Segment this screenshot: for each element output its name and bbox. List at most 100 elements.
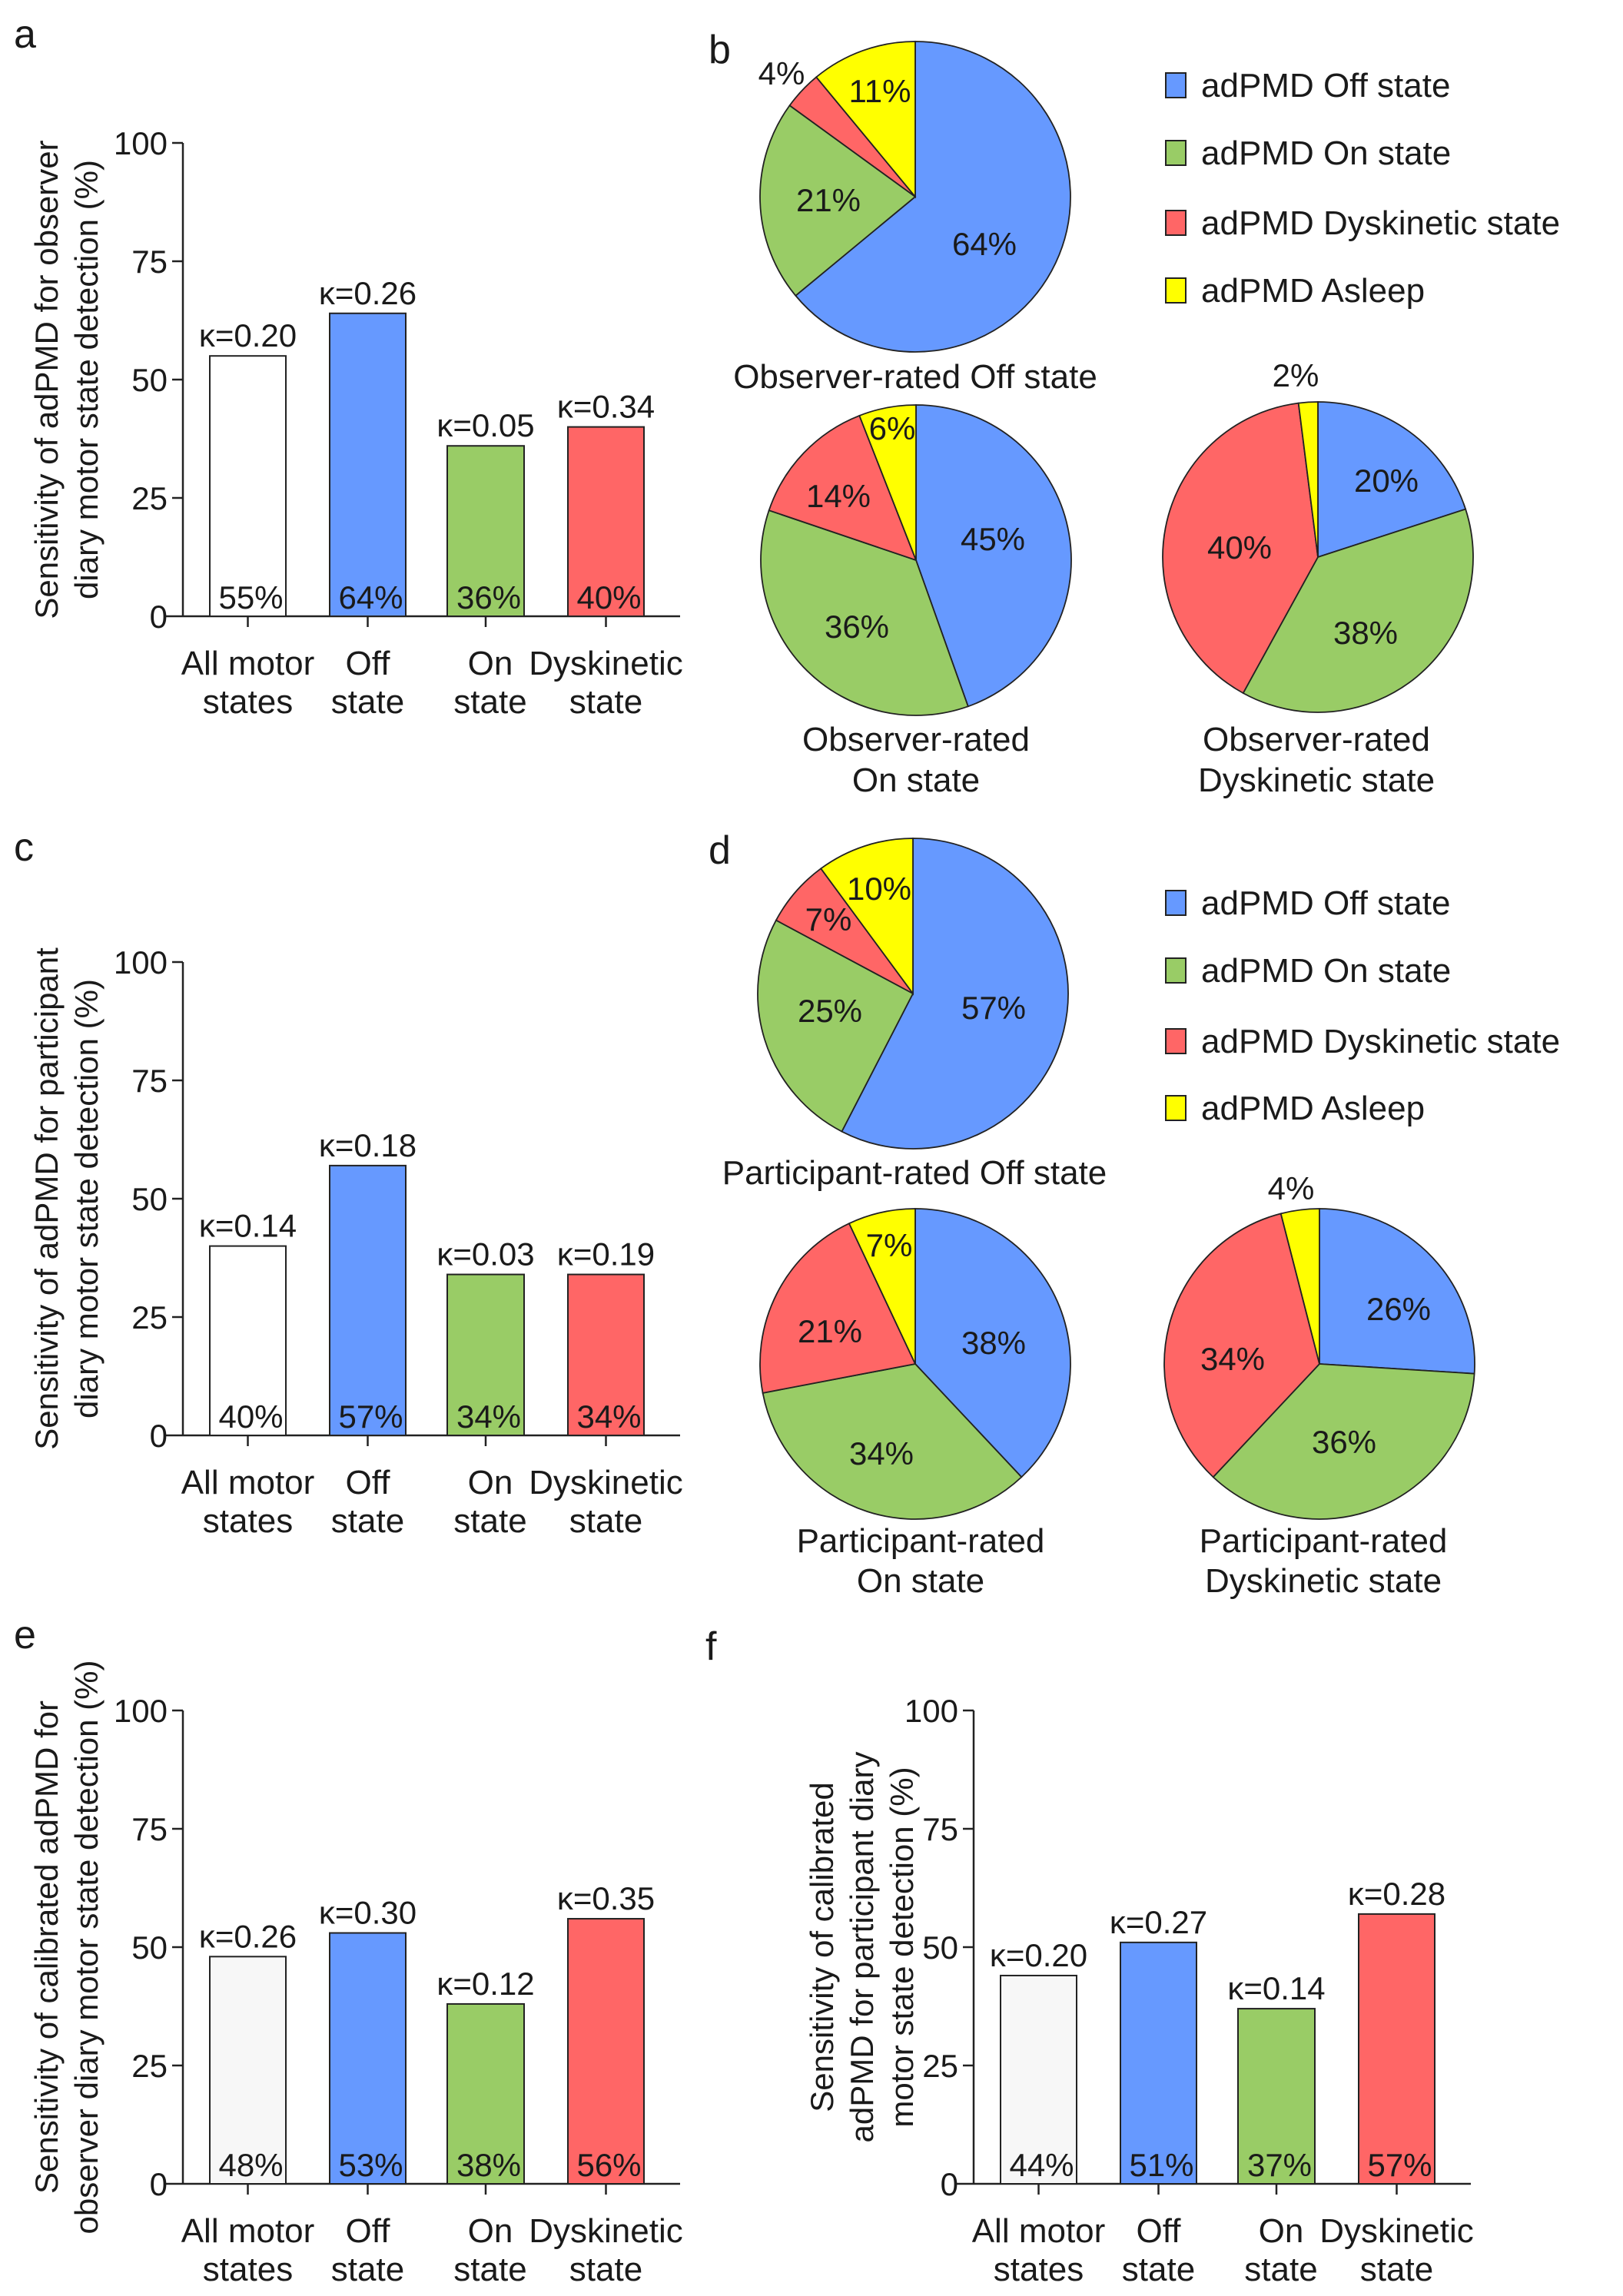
category-label: state [331, 1502, 404, 1540]
y-tick-label: 25 [131, 2048, 168, 2084]
slice-label: 14% [806, 478, 871, 514]
y-tick-label: 75 [131, 1811, 168, 1847]
kappa-label: κ=0.35 [557, 1880, 655, 1916]
slice-label: 64% [952, 226, 1017, 262]
legend-label: adPMD On state [1201, 134, 1451, 172]
value-label: 34% [576, 1399, 641, 1435]
value-label: 34% [456, 1399, 521, 1435]
value-label: 55% [218, 579, 283, 615]
y-tick-label: 0 [941, 2166, 958, 2202]
pie-slice-on [1242, 508, 1474, 713]
category-label: states [203, 683, 293, 721]
pie-title: Participant-rated Off state [722, 1154, 1107, 1192]
bar-3 [1358, 1913, 1435, 2185]
category-label: state [331, 2251, 404, 2288]
slice-label: 34% [849, 1435, 914, 1471]
category-label: All motor [181, 645, 315, 682]
kappa-label: κ=0.34 [557, 389, 655, 425]
kappa-label: κ=0.26 [319, 275, 417, 311]
kappa-label: κ=0.14 [1227, 1970, 1325, 2006]
category-label: On [468, 1464, 513, 1501]
kappa-label: κ=0.03 [436, 1236, 534, 1272]
panel-label-d: d [709, 828, 731, 873]
slice-label: 7% [866, 1227, 913, 1263]
category-label: Off [1137, 2212, 1182, 2250]
slice-label: 57% [961, 990, 1026, 1026]
kappa-label: κ=0.20 [199, 317, 297, 353]
kappa-label: κ=0.14 [199, 1208, 297, 1244]
y-tick-label: 50 [922, 1929, 958, 1966]
pie-slice-asleep [819, 838, 914, 996]
pie-slice-off [914, 1208, 1071, 1478]
legend-swatch [1165, 277, 1187, 304]
bar-2 [446, 2002, 525, 2185]
value-label: 51% [1129, 2147, 1193, 2183]
kappa-label: κ=0.12 [436, 1966, 534, 2002]
bar-1 [329, 1932, 407, 2185]
y-tick-label: 50 [131, 1181, 168, 1217]
kappa-label: κ=0.30 [319, 1895, 417, 1931]
value-label: 48% [218, 2147, 283, 2183]
legend-label: adPMD Dyskinetic state [1201, 1023, 1560, 1060]
legend-label: adPMD Off state [1201, 67, 1450, 105]
category-label: All motor [972, 2212, 1106, 2250]
slice-label: 2% [1273, 357, 1319, 393]
kappa-label: κ=0.19 [557, 1236, 655, 1272]
bar-0 [209, 1956, 287, 2185]
panel-label-b: b [709, 28, 731, 72]
bar-2 [1237, 2008, 1316, 2185]
pie-title: Observer-rated Off state [733, 358, 1097, 396]
value-label: 40% [218, 1399, 283, 1435]
pie-slice-on [759, 105, 917, 297]
bar-0 [1000, 1974, 1077, 2185]
pie-title: Participant-rated [797, 1522, 1045, 1560]
category-label: On [468, 645, 513, 682]
category-label: state [331, 683, 404, 721]
category-label: On [1259, 2212, 1304, 2250]
y-tick-label: 25 [131, 480, 168, 516]
pie-slice-asleep [1297, 401, 1319, 558]
slice-label: 36% [825, 609, 889, 645]
slice-label: 21% [796, 182, 861, 218]
pie-slice-dyskinetic [768, 414, 918, 562]
pie-title: On state [852, 761, 980, 799]
legend-label: adPMD Asleep [1201, 272, 1425, 310]
pie-title: Dyskinetic state [1198, 761, 1435, 799]
panel-label-f: f [705, 1624, 717, 1669]
legend-item: adPMD Off state [1165, 67, 1450, 105]
category-label: state [1244, 2251, 1317, 2288]
bar-chart-f: 0 25 50 75 100 Sensitivity of calibrated adPMD… [804, 1693, 1474, 2288]
pie-slice-dyskinetic [1163, 1213, 1320, 1478]
value-label: 38% [456, 2147, 521, 2183]
pie-title: Observer-rated [802, 721, 1030, 758]
pie-charts-b: 64% 21% 4% 11% Observer-rated Off state 45% 36… [733, 41, 1560, 799]
y-axis-title: diary motor state detection (%) [68, 160, 105, 599]
legend-swatch [1165, 890, 1187, 916]
value-label: 40% [576, 579, 641, 615]
slice-label: 4% [1268, 1170, 1315, 1206]
slice-label: 38% [1333, 615, 1398, 651]
pie-slice-on [1212, 1363, 1475, 1520]
category-label: Dyskinetic [1319, 2212, 1474, 2250]
category-label: state [569, 2251, 642, 2288]
value-label: 53% [338, 2147, 403, 2183]
pie-slice-off [915, 404, 1072, 708]
legend-item: adPMD Off state [1165, 884, 1450, 922]
slice-label: 10% [847, 871, 911, 907]
category-label: state [569, 1502, 642, 1540]
y-tick-label: 25 [131, 1299, 168, 1335]
bar-0 [209, 1245, 287, 1436]
slice-label: 45% [961, 521, 1025, 557]
legend-swatch [1165, 210, 1187, 236]
category-label: Off [346, 2212, 391, 2250]
value-label: 37% [1247, 2147, 1312, 2183]
bar-chart-a: 0 25 50 75 100 Sensitivity of adPMD for obser… [28, 125, 683, 721]
legend-item: adPMD Asleep [1165, 1090, 1425, 1127]
bar-0 [209, 355, 287, 617]
category-label: All motor [181, 2212, 315, 2250]
legend-swatch [1165, 957, 1187, 984]
